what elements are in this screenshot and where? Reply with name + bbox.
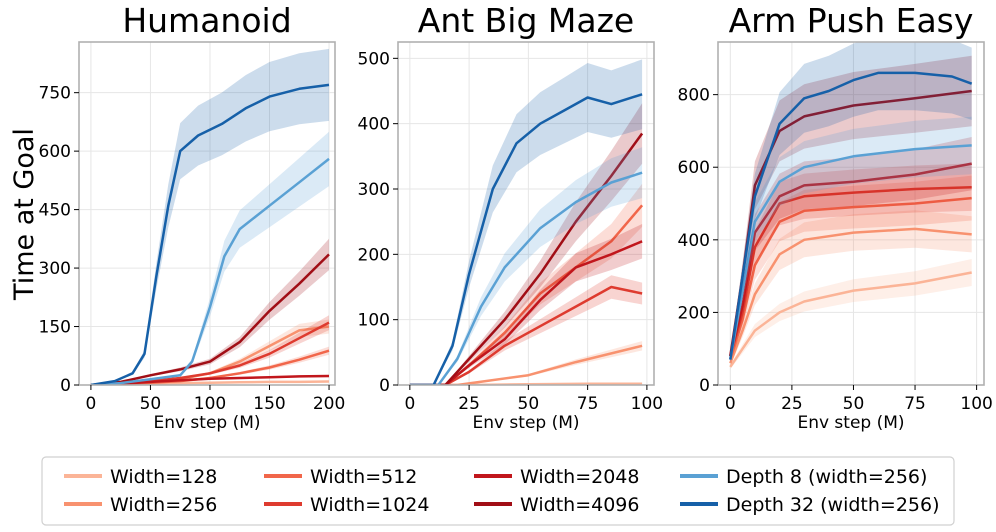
series-line-depth-32-width-256 <box>729 71 973 360</box>
y-tick-label: 150 <box>39 318 71 338</box>
x-tick-label: 100 <box>631 394 663 414</box>
legend-item-depth-8-width-256: Depth 8 (width=256) <box>680 466 927 488</box>
y-tick-label: 300 <box>358 180 390 200</box>
y-tick-label: 600 <box>39 142 71 162</box>
y-tick-label: 400 <box>678 231 710 251</box>
legend-item-depth-32-width-256: Depth 32 (width=256) <box>680 494 940 516</box>
x-tick-label: 100 <box>960 394 992 414</box>
confidence-band-depth-32-width-256 <box>409 59 643 385</box>
x-tick-label: 150 <box>253 394 285 414</box>
series-line-width-4096 <box>409 132 644 385</box>
confidence-band-width-1024 <box>90 315 330 385</box>
confidence-band-width-4096 <box>730 55 972 360</box>
x-axis-label: Env step (M) <box>472 413 579 433</box>
series-line-depth-8-width-256 <box>409 171 643 385</box>
y-axis-label: Time at Goal <box>9 128 40 301</box>
legend-item-width-2048: Width=2048 <box>474 466 639 488</box>
x-tick-label: 25 <box>458 394 480 414</box>
x-tick-label: 50 <box>140 394 162 414</box>
y-tick-label: 600 <box>678 158 710 178</box>
series-line-depth-8-width-256 <box>90 157 330 385</box>
confidence-band-width-256 <box>90 319 330 385</box>
x-tick-label: 0 <box>404 394 415 414</box>
y-tick-label: 300 <box>39 259 71 279</box>
confidence-band-depth-8-width-256 <box>730 116 972 363</box>
confidence-band-depth-32-width-256 <box>730 42 972 363</box>
x-tick-label: 0 <box>85 394 96 414</box>
legend-item-width-256: Width=256 <box>64 494 217 516</box>
y-tick-label: 0 <box>60 376 71 396</box>
plot-background <box>79 42 335 385</box>
legend-label: Width=2048 <box>520 466 639 488</box>
series-line-depth-32-width-256 <box>409 93 643 385</box>
plot-background <box>718 42 984 385</box>
series-line-width-1024 <box>729 185 972 357</box>
plot-series <box>409 59 644 385</box>
legend-item-width-512: Width=512 <box>264 466 417 488</box>
y-tick-label: 100 <box>358 311 390 331</box>
y-tick-label: 200 <box>678 303 710 323</box>
y-tick-label: 0 <box>699 376 710 396</box>
x-axis-label: Env step (M) <box>797 413 904 433</box>
x-tick-label: 100 <box>194 394 226 414</box>
series-line-width-4096 <box>90 253 330 385</box>
plot-frame <box>717 41 985 386</box>
plot-frame <box>78 41 336 386</box>
legend-label: Width=512 <box>310 466 417 488</box>
plot-series <box>90 48 330 385</box>
y-tick-label: 200 <box>358 245 390 265</box>
x-tick-label: 0 <box>725 394 736 414</box>
confidence-band-depth-8-width-256 <box>90 131 330 385</box>
series-line-width-2048 <box>729 162 972 357</box>
charts-area: 0 50 100 150 2000150300450600750HumanoidEnv … <box>39 1 993 433</box>
x-tick-label: 75 <box>904 394 926 414</box>
x-axis-label: Env step (M) <box>153 413 260 433</box>
legend-label: Width=128 <box>110 466 217 488</box>
series-line-width-128 <box>729 271 972 368</box>
x-tick-label: 200 <box>313 394 345 414</box>
confidence-band-width-1024 <box>730 163 972 360</box>
plot-background <box>398 42 654 385</box>
legend-item-width-128: Width=128 <box>64 466 217 488</box>
y-tick-label: 500 <box>358 49 390 69</box>
chart-ant-big-maze: 0 25 50 75 100 0 100 200 300 400 500 Ant Big Maze En… <box>358 1 664 433</box>
series-line-width-256 <box>729 227 972 364</box>
legend-label: Depth 32 (width=256) <box>726 494 940 516</box>
confidence-band-width-512 <box>730 175 972 363</box>
legend-label: Depth 8 (width=256) <box>726 466 927 488</box>
series-line-depth-32-width-256 <box>90 83 330 385</box>
legend-item-width-4096: Width=4096 <box>474 494 639 516</box>
y-tick-label: 450 <box>39 201 71 221</box>
legend-label: Width=256 <box>110 494 217 516</box>
y-tick-label: 0 <box>379 376 390 396</box>
chart-title: Ant Big Maze <box>418 1 634 40</box>
y-tick-label: 400 <box>358 115 390 135</box>
series-line-depth-8-width-256 <box>729 144 972 360</box>
series-line-width-2048 <box>90 374 330 385</box>
confidence-band-depth-32-width-256 <box>90 48 329 385</box>
series-line-width-512 <box>729 196 972 360</box>
plot-series <box>729 42 973 369</box>
series-line-width-256 <box>409 344 643 385</box>
chart-title: Arm Push Easy <box>729 1 974 40</box>
legend: Width=128 Width=256 Width=512 Width=1024 Wid… <box>41 456 955 526</box>
x-tick-label: 75 <box>577 394 599 414</box>
legend-item-width-1024: Width=1024 <box>264 494 429 516</box>
chart-title: Humanoid <box>122 1 291 40</box>
confidence-band-depth-8-width-256 <box>409 147 643 385</box>
x-tick-label: 50 <box>518 394 540 414</box>
chart-humanoid: 0 50 100 150 200 0 150 300 450 600 750 Humanoid Env … <box>39 1 346 433</box>
legend-label: Width=1024 <box>310 494 429 516</box>
x-tick-label: 50 <box>843 394 865 414</box>
x-tick-label: 25 <box>781 394 803 414</box>
plot-frame <box>397 41 655 386</box>
legend-label: Width=4096 <box>520 494 639 516</box>
y-tick-label: 800 <box>678 86 710 106</box>
y-tick-label: 750 <box>39 84 71 104</box>
confidence-band-width-128 <box>730 259 972 369</box>
chart-arm-push-easy: 0 25 50 75 100 0 200 400 600 800 Arm Push Easy Env … <box>678 1 993 433</box>
